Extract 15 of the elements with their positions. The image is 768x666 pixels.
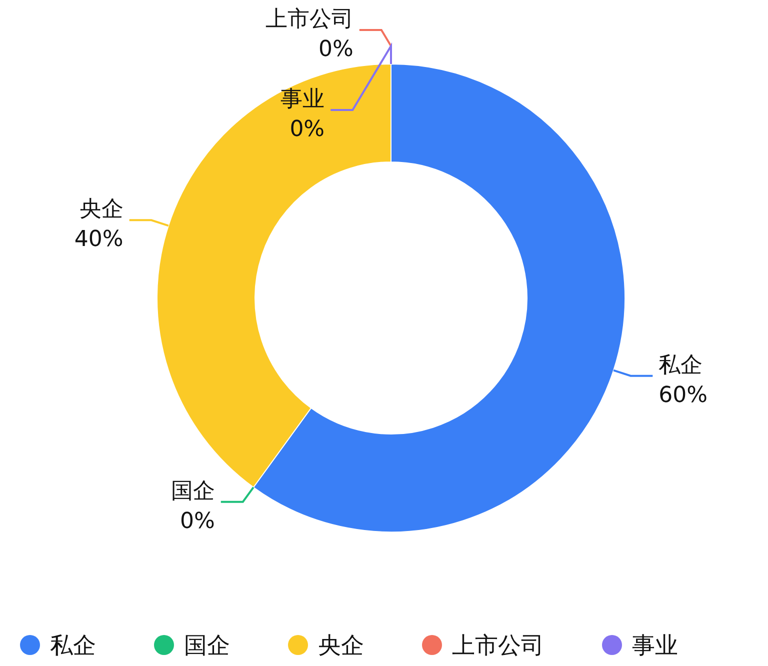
category-label: 国企 (170, 478, 215, 504)
legend-label: 事业 (632, 633, 678, 659)
text: 0% (180, 508, 215, 534)
legend-label: 私企 (50, 633, 96, 659)
slice-label: 私企 (658, 352, 703, 378)
data-label: 60% (658, 382, 708, 408)
legend-label: 国企 (184, 633, 230, 659)
slice-label: 央企 (79, 197, 124, 222)
category-label: 上市公司 (265, 7, 354, 32)
category-label: 事业 (280, 87, 325, 112)
data-label: 40% (74, 227, 124, 252)
legend-label: 上市公司 (452, 633, 544, 659)
text: 0% (290, 117, 325, 142)
legend-label: 央企 (318, 633, 364, 659)
text: 0% (318, 37, 354, 62)
